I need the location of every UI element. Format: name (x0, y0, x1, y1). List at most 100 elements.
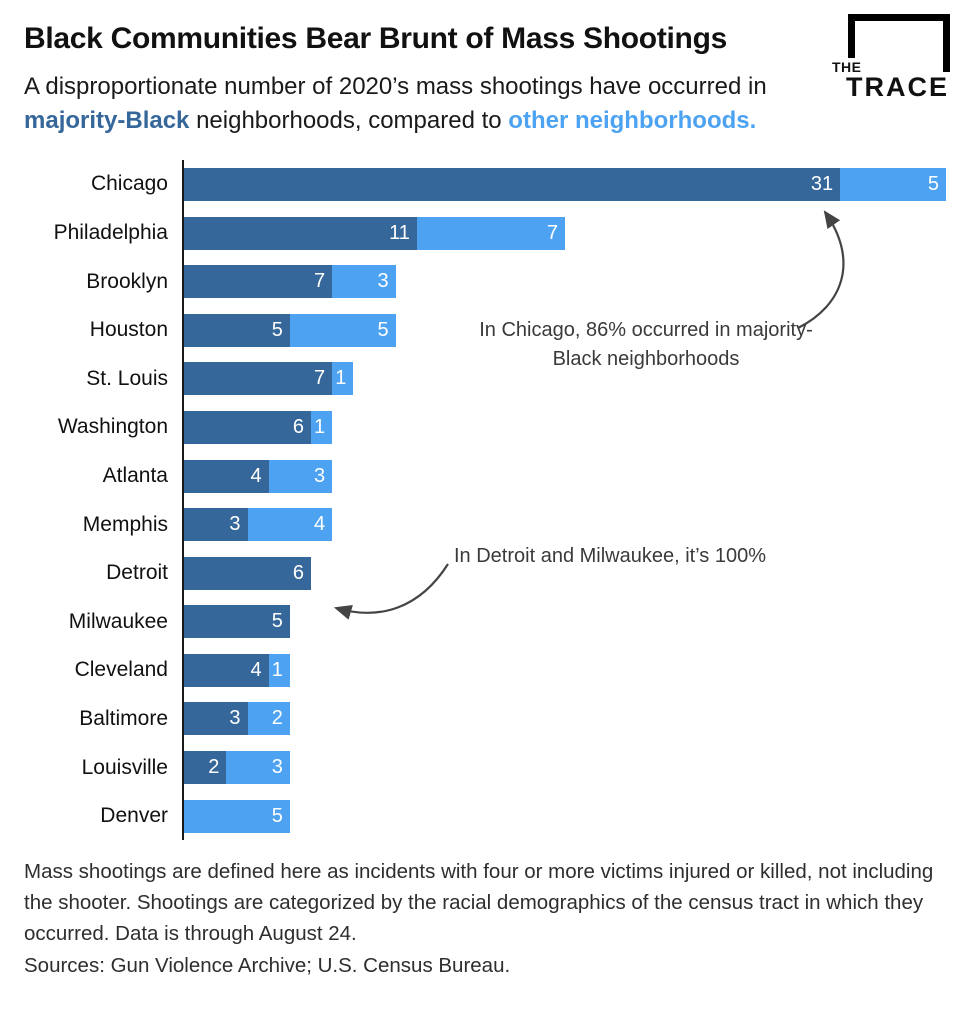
category-label: Baltimore (79, 706, 168, 730)
bar-segment-other: 1 (311, 410, 333, 444)
bar-value-label: 3 (229, 513, 241, 536)
subtitle-highlight-majority-black: majority-Black (24, 107, 190, 135)
page: THE TRACE Black Communities Bear Brunt o… (24, 14, 953, 982)
chart-row: Brooklyn 7 3 (24, 257, 946, 306)
chart-row: Memphis 3 4 (24, 500, 946, 549)
chart-row: Detroit 6 (24, 548, 946, 598)
category-label: Atlanta (102, 464, 168, 488)
bar-segment-other: 1 (332, 362, 354, 396)
category-label: Brooklyn (86, 269, 168, 293)
chart-footer: Mass shootings are defined here as incid… (24, 857, 946, 982)
category-label: Milwaukee (68, 609, 168, 633)
chart-row: St. Louis 7 1 (24, 354, 946, 404)
bar-track: 5 (182, 597, 946, 647)
bar-value-label: 4 (250, 464, 262, 487)
bar-segment-other: 5 (184, 799, 290, 833)
bar-value-label: 1 (314, 415, 326, 438)
bar-value-label: 3 (314, 464, 326, 487)
bar-segment-majority-black: 4 (184, 459, 269, 493)
bar-value-label: 11 (389, 221, 410, 244)
chart-row: Cleveland 4 1 (24, 646, 946, 695)
category-label: Memphis (82, 512, 168, 536)
category-label: St. Louis (86, 366, 168, 390)
bar-value-label: 5 (271, 610, 283, 633)
bar-value-label: 5 (377, 318, 389, 341)
bar-segment-majority-black: 4 (184, 653, 269, 687)
bar-segment-majority-black: 6 (184, 556, 311, 590)
bar-segment-other: 3 (268, 459, 333, 493)
bar-segment-other: 5 (289, 313, 396, 347)
bar-segment-majority-black: 3 (184, 508, 248, 542)
bar-chart: Chicago 31 5 Philadelphia 11 7 Brooklyn 7 3 Houst… (24, 160, 946, 841)
chart-title: Black Communities Bear Brunt of Mass Sho… (24, 22, 727, 55)
bar-segment-other: 4 (247, 508, 333, 542)
category-label: Chicago (90, 172, 168, 196)
category-label: Denver (100, 804, 168, 828)
bar-segment-majority-black: 11 (184, 216, 417, 250)
bar-value-label: 7 (314, 367, 326, 390)
bar-segment-other: 3 (332, 265, 396, 299)
bar-segment-majority-black: 7 (184, 265, 333, 299)
chart-subtitle: A disproportionate number of 2020’s mass… (24, 70, 774, 138)
bar-value-label: 7 (314, 270, 326, 293)
bar-value-label: 7 (546, 221, 558, 244)
chart-row: Louisville 2 3 (24, 743, 946, 792)
bar-segment-majority-black: 31 (184, 167, 841, 201)
methodology-note: Mass shootings are defined here as incid… (24, 860, 934, 945)
bar-value-label: 31 (810, 172, 834, 195)
bar-segment-majority-black: 2 (184, 751, 227, 785)
subtitle-text-2: neighborhoods, compared to (189, 107, 509, 135)
category-label: Philadelphia (53, 221, 168, 245)
annotation-detroit-milwaukee: In Detroit and Milwaukee, it’s 100% (454, 545, 767, 568)
bar-segment-other: 5 (840, 167, 946, 201)
bar-track: 31 5 (182, 160, 946, 209)
bar-value-label: 2 (208, 756, 220, 779)
chart-row: Atlanta 4 3 (24, 451, 946, 501)
bar-value-label: 6 (292, 561, 304, 584)
subtitle-highlight-other-neighborhoods: other neighborhoods. (508, 107, 757, 135)
bar-track: 5 (182, 791, 946, 841)
bar-value-label: 3 (271, 756, 283, 779)
chart-rows: Chicago 31 5 Philadelphia 11 7 Brooklyn 7 3 Houst… (24, 160, 946, 841)
sources-line: Sources: Gun Violence Archive; U.S. Cens… (24, 954, 511, 978)
chart-row: Washington 6 1 (24, 403, 946, 452)
category-label: Washington (57, 415, 168, 439)
trace-logo-the: THE (832, 58, 866, 76)
bar-track: 6 (182, 548, 946, 598)
bar-segment-majority-black: 5 (184, 313, 290, 347)
bar-segment-majority-black: 3 (184, 702, 248, 736)
bar-value-label: 3 (377, 270, 389, 293)
bar-value-label: 3 (229, 707, 241, 730)
chart-row: Milwaukee 5 (24, 597, 946, 647)
bar-value-label: 5 (271, 318, 283, 341)
bar-value-label: 4 (250, 658, 262, 681)
bar-segment-other: 7 (416, 216, 565, 250)
chart-row: Baltimore 3 2 (24, 694, 946, 744)
bar-segment-other: 1 (268, 653, 290, 687)
chart-row: Houston 5 5 (24, 305, 946, 355)
chart-row: Philadelphia 11 7 (24, 208, 946, 258)
annotation-chicago: In Chicago, 86% occurred in majority-Bla… (479, 319, 813, 371)
bar-segment-other: 3 (226, 751, 290, 785)
category-label: Cleveland (74, 658, 168, 682)
bar-segment-other: 2 (247, 702, 290, 736)
category-label: Detroit (106, 561, 168, 585)
bar-track: 11 7 (182, 208, 946, 258)
bar-segment-majority-black: 7 (184, 362, 333, 396)
bar-value-label: 2 (271, 707, 283, 730)
bar-value-label: 1 (271, 658, 283, 681)
trace-logo-trace: TRACE (844, 72, 953, 103)
bar-value-label: 5 (271, 804, 283, 827)
category-label: Louisville (81, 755, 168, 779)
chart-row: Chicago 31 5 (24, 160, 946, 209)
chart-row: Denver 5 (24, 791, 946, 841)
bar-value-label: 6 (292, 415, 304, 438)
